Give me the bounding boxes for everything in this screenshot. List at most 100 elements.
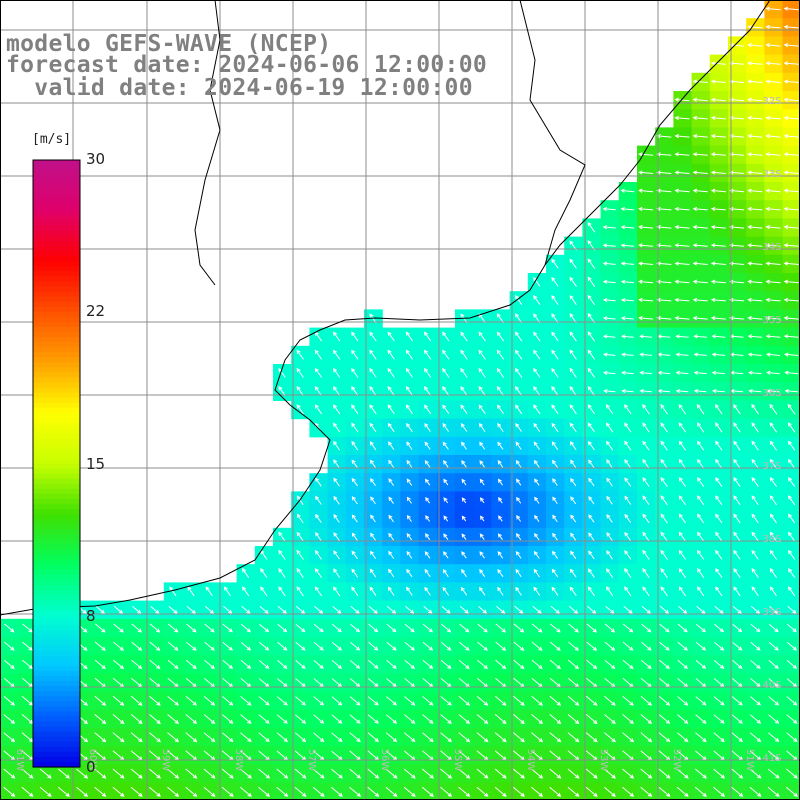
wind-arrow [512,786,525,797]
colorbar-segment [33,165,80,171]
wind-arrow [552,478,558,486]
model-title: modelo GEFS-WAVE (NCEP) [6,31,332,57]
wind-arrow-head [765,170,770,175]
wind-arrow [552,515,558,523]
wind-arrow-head [465,774,471,779]
wind-arrow [422,696,434,706]
wind-arrow [604,641,615,651]
wind-arrow-head [155,628,161,633]
wind-arrow [586,641,597,651]
wind-arrow [642,568,650,578]
wind-arrow-head [787,422,792,427]
wind-arrow [276,786,288,797]
wind-arrow [622,696,634,706]
wind-arrow-head [733,549,738,555]
wind-arrow-head [766,370,771,375]
colorbar-segment [33,417,80,424]
wind-arrow-head [514,386,520,391]
wind-arrow-head [639,334,644,339]
wind-arrow-head [429,774,434,779]
wind-arrow [351,332,359,342]
wind-arrow [131,623,142,633]
wind-arrow [603,208,616,211]
colorbar-segment [33,726,80,733]
wind-arrow [149,659,161,669]
lon-label: 60W [87,749,98,772]
wind-arrow-head [515,568,520,574]
wind-arrow [748,44,763,47]
wind-arrow [369,423,377,433]
wind-arrow [604,623,615,633]
wind-arrow-head [465,792,471,797]
wind-arrow-head [738,719,743,724]
wind-arrow-head [733,495,738,500]
wind-arrow [551,350,559,360]
lat-label: 36S [762,388,781,399]
wind-arrow-head [406,550,411,556]
wind-arrow [587,258,596,269]
wind-arrow [515,404,523,415]
wind-arrow [461,533,467,540]
wind-arrow [714,605,724,614]
wind-arrow-head [692,206,698,212]
wind-arrow [112,695,124,706]
colorbar-segment [33,321,80,328]
wind-arrow [497,442,504,450]
wind-arrow-head [265,719,270,724]
wind-arrow [477,659,488,669]
wind-arrow [313,732,324,742]
wind-arrow-head [174,738,180,743]
wind-arrow-head [692,188,698,193]
wind-arrow [512,732,525,742]
wind-arrow [513,677,525,688]
colorbar-segment [33,180,80,186]
wind-arrow-head [502,792,507,797]
wind-arrow-head [265,664,270,669]
wind-arrow-head [587,331,592,336]
wind-arrow-head [461,497,466,502]
colorbar-tick-0: 0 [86,758,96,776]
colorbar-segment [33,463,80,470]
wind-arrow [367,678,379,687]
wind-arrow-head [792,701,798,706]
wind-arrow-head [119,628,124,633]
wind-arrow-head [751,422,756,427]
wind-arrow-head [246,646,252,651]
wind-arrow-head [710,225,716,230]
wind-arrow [712,335,726,338]
wind-arrow-head [638,297,643,303]
wind-arrow-head [406,441,411,446]
wind-arrow [784,226,799,229]
wind-arrow-head [592,646,598,651]
wind-arrow [697,586,705,597]
colorbar-segment [33,271,80,277]
wind-arrow [461,551,467,559]
wind-arrow [296,386,304,396]
wind-arrow [460,368,468,378]
wind-arrow-head [765,279,770,284]
wind-arrow [515,587,522,596]
wind-arrow [424,332,432,342]
wind-arrow [750,696,761,706]
wind-arrow-head [570,532,575,537]
wind-arrow-head [29,792,34,797]
wind-arrow [676,768,689,779]
wind-arrow [748,281,763,284]
wind-arrow [351,460,359,469]
wind-arrow-head [265,738,270,743]
wind-arrow [130,786,143,797]
wind-arrow-head [751,586,756,591]
wind-arrow [21,732,33,742]
wind-arrow-head [638,279,643,284]
wind-arrow [622,786,634,797]
wind-arrow-head [747,225,752,230]
wind-arrow [495,641,506,651]
colorbar-segment [33,478,80,485]
wind-arrow-head [392,738,398,743]
wind-arrow [766,226,781,229]
colorbar-segment [33,660,80,667]
wind-arrow [423,606,433,614]
wind-arrow-head [620,261,626,266]
wind-arrow-head [711,352,717,357]
wind-arrow [552,551,559,559]
